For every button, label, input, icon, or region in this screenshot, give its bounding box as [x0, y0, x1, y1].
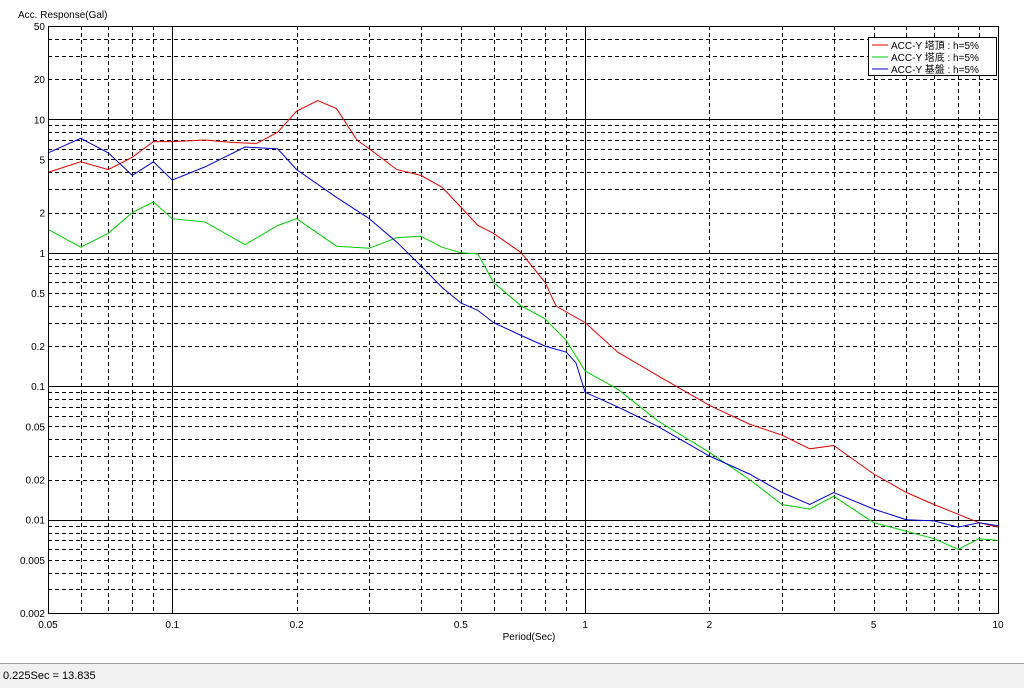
x-tick-label: 0.5 [454, 620, 468, 631]
y-axis-label: Acc. Response(Gal) [18, 10, 107, 21]
y-tick-label: 0.1 [31, 382, 45, 393]
y-tick-label: 50 [34, 22, 46, 33]
axes: 0.05 0.1 0.2 0.5 1 2 5 10 50 20 10 5 2 1 0.5 0.2 0.1 0.05… [18, 10, 1004, 643]
y-tick-label: 0.005 [20, 556, 45, 567]
x-tick-label: 1 [582, 620, 588, 631]
series-lines [47, 100, 999, 550]
y-tick-label: 10 [34, 115, 46, 126]
y-tick-label: 0.01 [26, 516, 46, 527]
x-tick-label: 0.1 [165, 620, 179, 631]
y-tick-label: 2 [39, 209, 45, 220]
legend-label-3: ACC-Y 基盤 : h=5% [891, 63, 979, 76]
plot-background [48, 26, 998, 613]
plot-frame [48, 26, 999, 614]
x-tick-label: 0.05 [38, 620, 58, 631]
series-line-1 [47, 100, 999, 528]
y-tick-label: 0.05 [26, 422, 46, 433]
series-line-3 [47, 137, 999, 528]
x-tick-label: 0.2 [290, 620, 304, 631]
response-spectrum-chart[interactable]: 0.05 0.1 0.2 0.5 1 2 5 10 50 20 10 5 2 1 0.5 0.2 0.1 0.05… [0, 0, 1024, 662]
legend-label-2: ACC-Y 塔底 : h=5% [891, 51, 979, 64]
x-tick-label: 10 [992, 620, 1004, 631]
y-tick-label: 20 [34, 75, 46, 86]
legend-label-1: ACC-Y 塔頂 : h=5% [891, 39, 979, 52]
x-tick-label: 5 [871, 620, 877, 631]
y-tick-label: 0.02 [26, 476, 46, 487]
status-bar: 0.225Sec = 13.835 [0, 663, 1024, 688]
grid-lines [48, 26, 999, 614]
x-axis-label: Period(Sec) [503, 632, 556, 643]
y-tick-label: 0.002 [20, 609, 45, 620]
y-tick-label: 0.2 [31, 342, 45, 353]
x-tick-label: 2 [707, 620, 713, 631]
legend-box [868, 37, 997, 76]
status-readout: 0.225Sec = 13.835 [3, 670, 96, 682]
y-tick-label: 5 [39, 155, 45, 166]
legend: ACC-Y 塔頂 : h=5%ACC-Y 塔底 : h=5%ACC-Y 基盤 :… [868, 37, 997, 76]
chart-area[interactable]: 0.05 0.1 0.2 0.5 1 2 5 10 50 20 10 5 2 1 0.5 0.2 0.1 0.05… [0, 0, 1024, 662]
y-tick-label: 1 [39, 249, 45, 260]
series-line-2 [47, 201, 999, 550]
y-tick-label: 0.5 [31, 289, 45, 300]
